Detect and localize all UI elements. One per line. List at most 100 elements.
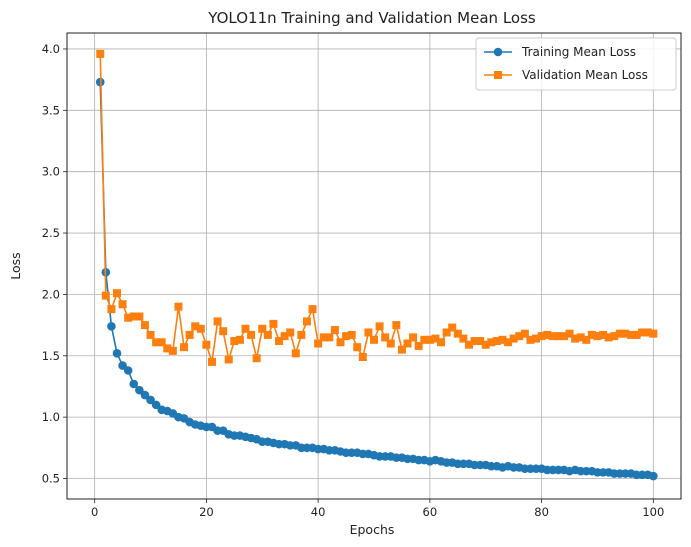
data-point xyxy=(375,322,384,331)
data-point xyxy=(599,330,608,339)
data-point xyxy=(180,343,189,352)
y-tick-label: 1.5 xyxy=(42,349,60,363)
data-point xyxy=(559,332,568,341)
data-point xyxy=(252,354,261,363)
data-point xyxy=(459,334,468,343)
data-point xyxy=(481,340,490,349)
data-point xyxy=(621,329,630,338)
data-point xyxy=(213,317,222,326)
legend-label-training: Training Mean Loss xyxy=(521,45,636,59)
y-tick-label: 1.0 xyxy=(42,410,60,424)
data-point xyxy=(174,302,183,311)
data-point xyxy=(230,337,239,346)
data-point xyxy=(643,328,652,337)
data-point xyxy=(414,341,423,350)
y-tick-label: 2.5 xyxy=(42,226,60,240)
data-point xyxy=(207,357,216,366)
data-point xyxy=(626,330,635,339)
data-point xyxy=(163,344,172,353)
x-tick-label: 40 xyxy=(311,505,326,519)
data-point xyxy=(286,328,295,337)
data-point xyxy=(571,334,580,343)
data-point xyxy=(604,333,613,342)
data-point xyxy=(565,329,574,338)
data-point xyxy=(297,330,306,339)
data-point xyxy=(381,333,390,342)
data-point xyxy=(263,330,272,339)
data-point xyxy=(129,312,138,321)
data-point xyxy=(464,340,473,349)
data-point xyxy=(258,324,267,333)
data-point xyxy=(437,338,446,347)
data-point xyxy=(168,346,177,355)
data-point xyxy=(135,312,144,321)
data-point xyxy=(224,355,233,364)
legend: Training Mean Loss Validation Mean Loss xyxy=(475,37,677,91)
data-point xyxy=(409,333,418,342)
x-axis: 0 20 40 60 80 100 xyxy=(91,499,664,519)
data-point xyxy=(336,338,345,347)
data-point xyxy=(113,289,122,298)
data-point xyxy=(420,335,429,344)
chart-title: YOLO11n Training and Validation Mean Los… xyxy=(207,9,536,27)
legend-marker-validation xyxy=(494,71,502,79)
data-point xyxy=(146,395,155,405)
data-point xyxy=(453,329,462,338)
data-point xyxy=(492,337,501,346)
data-point xyxy=(431,334,440,343)
legend-marker-training xyxy=(493,47,503,57)
data-point xyxy=(358,353,367,362)
data-point xyxy=(649,471,658,481)
data-point xyxy=(152,338,161,347)
data-point xyxy=(308,305,317,314)
data-point xyxy=(504,338,513,347)
data-point xyxy=(498,335,507,344)
plot-frame xyxy=(66,32,682,500)
data-point xyxy=(615,329,624,338)
data-point xyxy=(397,345,406,354)
data-point xyxy=(610,332,619,341)
grid xyxy=(67,33,681,499)
data-point xyxy=(515,332,524,341)
data-point xyxy=(392,321,401,330)
data-point xyxy=(532,334,541,343)
data-point xyxy=(157,338,166,347)
data-point xyxy=(587,330,596,339)
series-layer xyxy=(95,49,658,481)
data-point xyxy=(235,335,244,344)
data-point xyxy=(425,335,434,344)
data-point xyxy=(319,333,328,342)
data-point xyxy=(638,328,647,337)
data-point xyxy=(291,349,300,358)
data-point xyxy=(576,333,585,342)
x-tick-label: 100 xyxy=(642,505,664,519)
series-training xyxy=(95,77,658,481)
y-axis-label: Loss xyxy=(8,252,23,279)
data-point xyxy=(403,339,412,348)
x-tick-label: 60 xyxy=(423,505,438,519)
data-point xyxy=(548,332,557,341)
data-point xyxy=(129,379,139,389)
data-point xyxy=(364,328,373,337)
data-point xyxy=(202,340,211,349)
data-point xyxy=(146,330,155,339)
x-tick-label: 80 xyxy=(534,505,549,519)
data-point xyxy=(185,330,194,339)
data-point xyxy=(107,305,116,314)
data-point xyxy=(632,330,641,339)
data-point xyxy=(140,321,149,330)
y-tick-label: 0.5 xyxy=(42,472,60,486)
data-point xyxy=(509,334,518,343)
data-point xyxy=(347,330,356,339)
data-point xyxy=(487,338,496,347)
data-point xyxy=(520,329,529,338)
data-point xyxy=(370,335,378,344)
data-point xyxy=(543,330,552,339)
legend-label-validation: Validation Mean Loss xyxy=(522,68,648,82)
data-point xyxy=(537,332,546,341)
series-line xyxy=(99,53,654,363)
data-point xyxy=(275,337,284,346)
y-tick-label: 3.5 xyxy=(42,103,60,117)
data-point xyxy=(196,324,205,333)
